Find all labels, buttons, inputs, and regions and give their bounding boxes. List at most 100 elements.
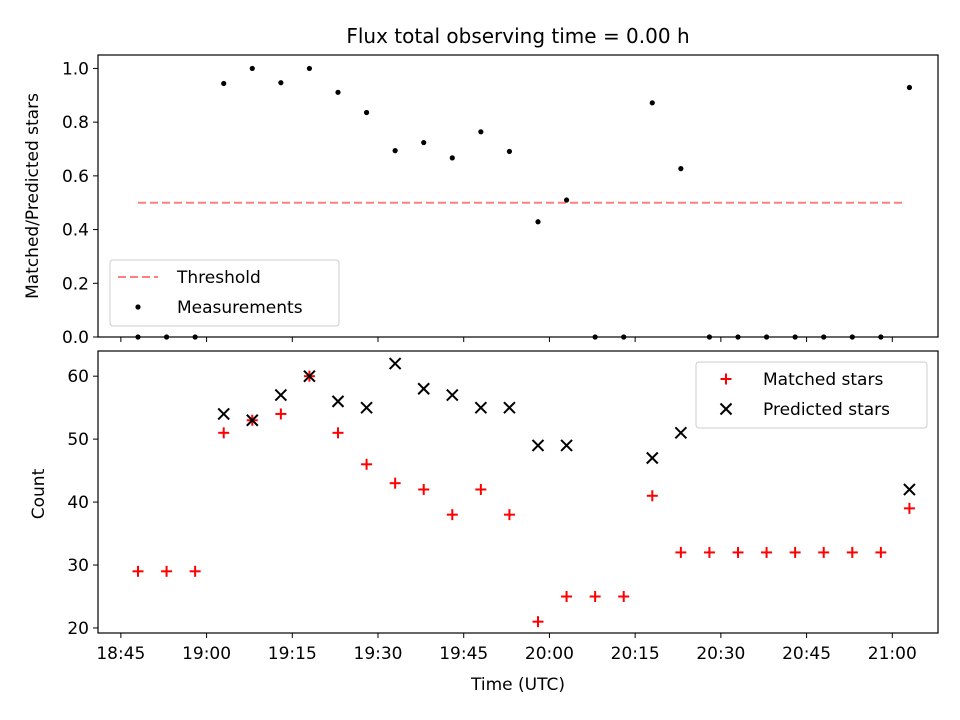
predicted-star-point-b bbox=[560, 439, 573, 452]
predicted-star-point-b bbox=[503, 401, 516, 414]
matched-star-point bbox=[789, 546, 801, 558]
matched-star-point bbox=[875, 546, 887, 558]
count-y-tick-label: 20 bbox=[67, 619, 89, 639]
count-marks bbox=[132, 357, 916, 628]
measurement-point bbox=[535, 219, 541, 225]
predicted-star-point-b bbox=[474, 401, 488, 414]
matched-star-point bbox=[503, 509, 515, 521]
predicted-star-point bbox=[217, 407, 230, 421]
ratio-marks bbox=[135, 65, 913, 340]
predicted-star-point-b bbox=[331, 395, 345, 408]
matched-star-point bbox=[703, 546, 715, 558]
matched-star-point bbox=[418, 483, 430, 495]
count-x-tick-label: 21:00 bbox=[868, 644, 917, 664]
ratio-y-tick-label: 0.2 bbox=[62, 274, 89, 294]
predicted-star-point-b bbox=[246, 414, 259, 427]
matched-star-point bbox=[446, 509, 458, 521]
count-legend: Matched stars Predicted stars bbox=[695, 361, 928, 429]
matched-star-point bbox=[361, 458, 373, 470]
matched-star-point bbox=[618, 590, 630, 602]
legend-threshold-label: Threshold bbox=[176, 268, 261, 288]
ratio-y-tick-label: 0.6 bbox=[62, 167, 89, 187]
measurement-point bbox=[278, 80, 284, 86]
measurement-point bbox=[906, 84, 913, 91]
matched-star-point bbox=[761, 546, 773, 558]
matched-star-point bbox=[332, 427, 344, 439]
matched-star-point bbox=[675, 546, 687, 558]
ratio-y-tick-label: 0.0 bbox=[62, 328, 89, 348]
count-x-tick-label: 19:30 bbox=[354, 644, 403, 664]
legend-matched-swatch bbox=[720, 373, 732, 385]
predicted-star-point bbox=[903, 483, 916, 496]
chart-title: Flux total observing time = 0.00 h bbox=[346, 24, 689, 48]
matched-star-point bbox=[561, 590, 573, 602]
ratio-y-tick-label: 1.0 bbox=[62, 59, 89, 79]
count-legend-box bbox=[695, 361, 928, 429]
count-y-tick-label: 30 bbox=[67, 556, 89, 576]
ratio-y-tick-label: 0.4 bbox=[62, 221, 89, 241]
measurement-point bbox=[506, 148, 513, 155]
ratio-x-axis bbox=[120, 337, 893, 342]
measurement-point bbox=[249, 65, 255, 72]
measurement-point bbox=[392, 148, 398, 154]
count-y-tick-label: 60 bbox=[67, 367, 89, 387]
predicted-star-point bbox=[388, 357, 402, 370]
legend-measurements-swatch bbox=[135, 304, 141, 310]
matched-star-point bbox=[532, 616, 544, 628]
count-x-tick-label: 18:45 bbox=[96, 644, 145, 664]
predicted-star-point bbox=[560, 439, 573, 452]
measurement-point bbox=[335, 89, 341, 95]
predicted-star-point bbox=[417, 382, 430, 395]
measurement-point bbox=[421, 139, 427, 146]
predicted-star-point bbox=[331, 395, 345, 408]
predicted-star-point-b bbox=[903, 483, 916, 496]
measurement-point bbox=[221, 80, 227, 87]
matched-star-point bbox=[389, 477, 401, 489]
legend-matched-label: Matched stars bbox=[763, 370, 883, 390]
predicted-star-point-b bbox=[446, 388, 459, 402]
measurement-point bbox=[449, 155, 455, 161]
predicted-star-point bbox=[360, 401, 373, 414]
predicted-star-point bbox=[474, 401, 488, 414]
matched-star-point bbox=[475, 483, 487, 495]
count-x-tick-label: 19:45 bbox=[439, 644, 488, 664]
count-y-tick-label: 50 bbox=[67, 430, 89, 450]
predicted-star-point-b bbox=[303, 369, 316, 383]
matched-star-point bbox=[589, 590, 601, 602]
predicted-star-point bbox=[303, 369, 316, 383]
predicted-star-point bbox=[503, 401, 516, 414]
predicted-star-point bbox=[646, 451, 659, 465]
predicted-star-point bbox=[674, 426, 688, 440]
predicted-star-point bbox=[274, 388, 288, 402]
matched-star-point bbox=[732, 546, 744, 558]
ratio-legend: Threshold Measurements bbox=[109, 259, 340, 327]
predicted-star-point bbox=[446, 388, 459, 402]
matched-star-point bbox=[275, 408, 287, 420]
predicted-star-point-b bbox=[388, 357, 402, 370]
count-y-axis-label: Count bbox=[29, 468, 49, 519]
predicted-star-point-b bbox=[217, 407, 230, 421]
matched-star-point bbox=[846, 546, 858, 558]
matched-star-point bbox=[132, 565, 144, 577]
count-x-tick-label: 20:45 bbox=[782, 644, 831, 664]
matched-star-point bbox=[189, 565, 201, 577]
predicted-star-point bbox=[531, 439, 545, 452]
count-x-tick-label: 19:15 bbox=[268, 644, 317, 664]
matched-star-point bbox=[903, 502, 915, 514]
predicted-star-point bbox=[246, 414, 259, 427]
count-x-tick-label: 19:00 bbox=[182, 644, 231, 664]
ratio-y-axis-label: Matched/Predicted stars bbox=[23, 93, 43, 299]
measurement-point bbox=[306, 65, 313, 72]
measurement-point bbox=[649, 100, 655, 106]
matched-star-point bbox=[161, 565, 173, 577]
count-x-tick-label: 20:00 bbox=[525, 644, 574, 664]
legend-predicted-label: Predicted stars bbox=[763, 400, 890, 420]
count-x-tick-label: 20:15 bbox=[611, 644, 660, 664]
matched-star-point bbox=[818, 546, 830, 558]
measurement-point bbox=[563, 197, 570, 203]
legend-predicted-swatch bbox=[719, 402, 733, 416]
ratio-legend-box bbox=[109, 259, 340, 327]
predicted-star-point-b bbox=[646, 451, 659, 465]
predicted-star-point-b bbox=[531, 439, 545, 452]
